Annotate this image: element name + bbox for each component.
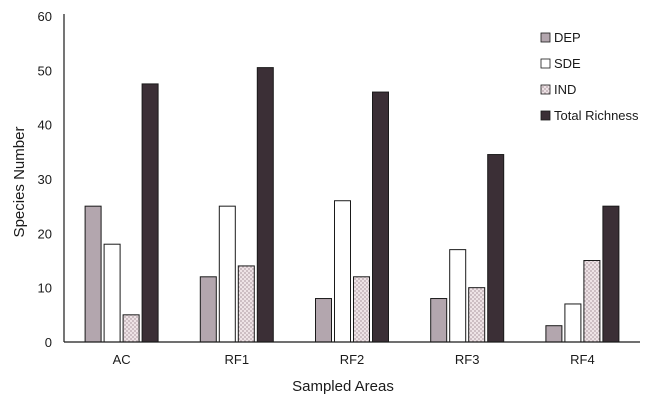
bar-total-richness-rf3 [487,154,505,343]
legend-swatch-sde [540,58,551,69]
y-tick-label: 30 [38,172,52,187]
bar-sde-ac [103,243,121,343]
bar-ind-rf1 [237,265,255,343]
y-tick-label: 20 [38,226,52,241]
x-tick-labels: AC RF1 RF2 RF3 RF4 [113,352,595,367]
bar-sde-rf3 [449,249,467,343]
legend-label-total-richness: Total Richness [554,108,639,123]
x-tick-label: RF1 [225,352,250,367]
bar-total-richness-rf2 [372,91,389,343]
legend-label-dep: DEP [554,30,581,45]
bar-ind-rf3 [468,287,486,343]
legend-label-ind: IND [554,82,576,97]
bar-ind-ac [122,314,140,343]
bar-dep-rf3 [430,298,448,343]
x-axis-title: Sampled Areas [292,378,394,395]
bar-sde-rf2 [334,200,351,343]
bar-dep-ac [84,205,102,343]
bar-sde-rf4 [564,303,582,343]
bar-ind-rf2 [353,276,370,343]
bar-dep-rf2 [315,298,332,343]
bar-ind-rf4 [583,260,601,343]
bar-total-richness-ac [141,83,159,343]
bar-dep-rf1 [199,276,217,343]
y-tick-labels: 0 10 20 30 40 50 60 [38,9,52,350]
legend-swatch-dep [540,32,551,43]
y-tick-label: 60 [38,9,52,24]
legend-label-sde: SDE [554,56,581,71]
bars [84,67,620,343]
legend: DEP SDE IND Total Richness [540,30,639,123]
bar-sde-rf1 [218,205,236,343]
bar-total-richness-rf1 [256,67,274,343]
y-tick-label: 50 [38,63,52,78]
x-tick-label: RF4 [570,352,595,367]
y-tick-label: 0 [45,335,52,350]
bar-dep-rf4 [545,325,563,343]
bar-total-richness-rf4 [602,205,620,343]
x-tick-label: RF2 [340,352,365,367]
legend-swatch-total-richness [540,110,551,121]
x-tick-label: AC [113,352,131,367]
axes [63,14,640,343]
y-tick-label: 10 [38,281,52,296]
legend-swatch-ind [540,84,551,95]
y-tick-label: 40 [38,118,52,133]
x-tick-label: RF3 [455,352,480,367]
y-axis-title: Species Number [11,127,28,238]
